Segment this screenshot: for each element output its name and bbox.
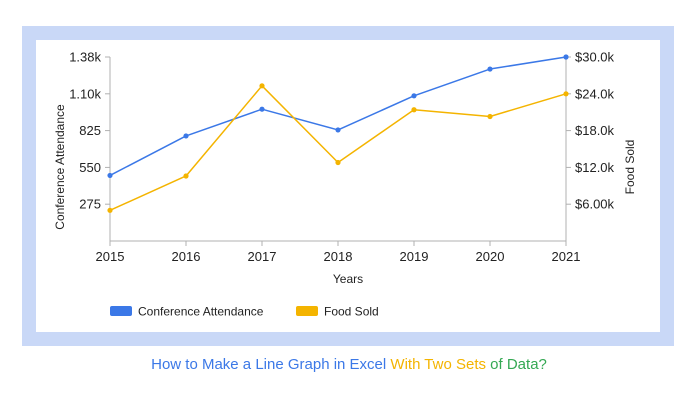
x-tick-label: 2017 <box>248 249 277 264</box>
right-axis-title: Food Sold <box>623 140 637 195</box>
food-sold-point <box>563 91 569 97</box>
food-sold-point <box>411 107 417 113</box>
food-sold-point <box>335 159 341 166</box>
left-tick-label: 1.38k <box>69 50 101 65</box>
conference-attendance-point <box>107 172 113 179</box>
food-sold-point <box>259 83 265 89</box>
food-sold-legend-swatch <box>296 306 318 316</box>
caption: How to Make a Line Graph in Excel With T… <box>0 356 698 373</box>
x-tick-label: 2018 <box>324 249 353 264</box>
legend: Conference Attendance Food Sold <box>110 305 379 319</box>
food-sold-line <box>109 85 567 212</box>
right-tick-label: $18.0k <box>575 123 615 138</box>
food-sold-point <box>183 173 189 179</box>
line-chart: 2015 2016 2017 2018 2019 2020 2021 275 550 825 1.1… <box>53 50 637 319</box>
caption-part-3: of Data? <box>490 356 547 373</box>
left-tick-label: 825 <box>79 123 101 138</box>
right-tick-label: $30.0k <box>575 50 615 65</box>
x-tick-label: 2021 <box>552 249 581 264</box>
left-tick-label: 1.10k <box>69 86 101 101</box>
x-tick-label: 2016 <box>172 249 201 264</box>
conference-attendance-legend-label: Conference Attendance <box>138 305 264 319</box>
conference-attendance-line <box>109 56 567 177</box>
chart-panel: 2015 2016 2017 2018 2019 2020 2021 275 550 825 1.1… <box>36 40 660 332</box>
conference-attendance-point <box>487 66 493 72</box>
right-tick-label: $6.00k <box>575 197 615 212</box>
conference-attendance-point <box>335 127 341 133</box>
food-sold-point <box>487 113 493 120</box>
food-sold-legend-label: Food Sold <box>324 305 379 319</box>
left-tick-label: 275 <box>79 197 101 212</box>
chart-frame: 2015 2016 2017 2018 2019 2020 2021 275 550 825 1.1… <box>22 26 674 346</box>
right-tick-label: $12.0k <box>575 160 615 175</box>
x-tick-label: 2019 <box>400 249 429 264</box>
conference-attendance-point <box>563 54 569 60</box>
x-axis-title: Years <box>333 272 363 286</box>
left-tick-label: 550 <box>79 160 101 175</box>
conference-attendance-point <box>259 106 265 112</box>
food-sold-point <box>107 207 113 213</box>
conference-attendance-point <box>183 133 189 139</box>
x-tick-label: 2020 <box>476 249 505 264</box>
caption-part-1: How to Make a Line Graph in Excel <box>151 356 387 373</box>
left-axis-title: Conference Attendance <box>53 104 67 230</box>
right-tick-label: $24.0k <box>575 86 615 101</box>
x-tick-label: 2015 <box>96 249 125 264</box>
conference-attendance-legend-swatch <box>110 306 132 316</box>
conference-attendance-point <box>411 93 417 99</box>
caption-part-2: With Two Sets <box>390 356 486 373</box>
